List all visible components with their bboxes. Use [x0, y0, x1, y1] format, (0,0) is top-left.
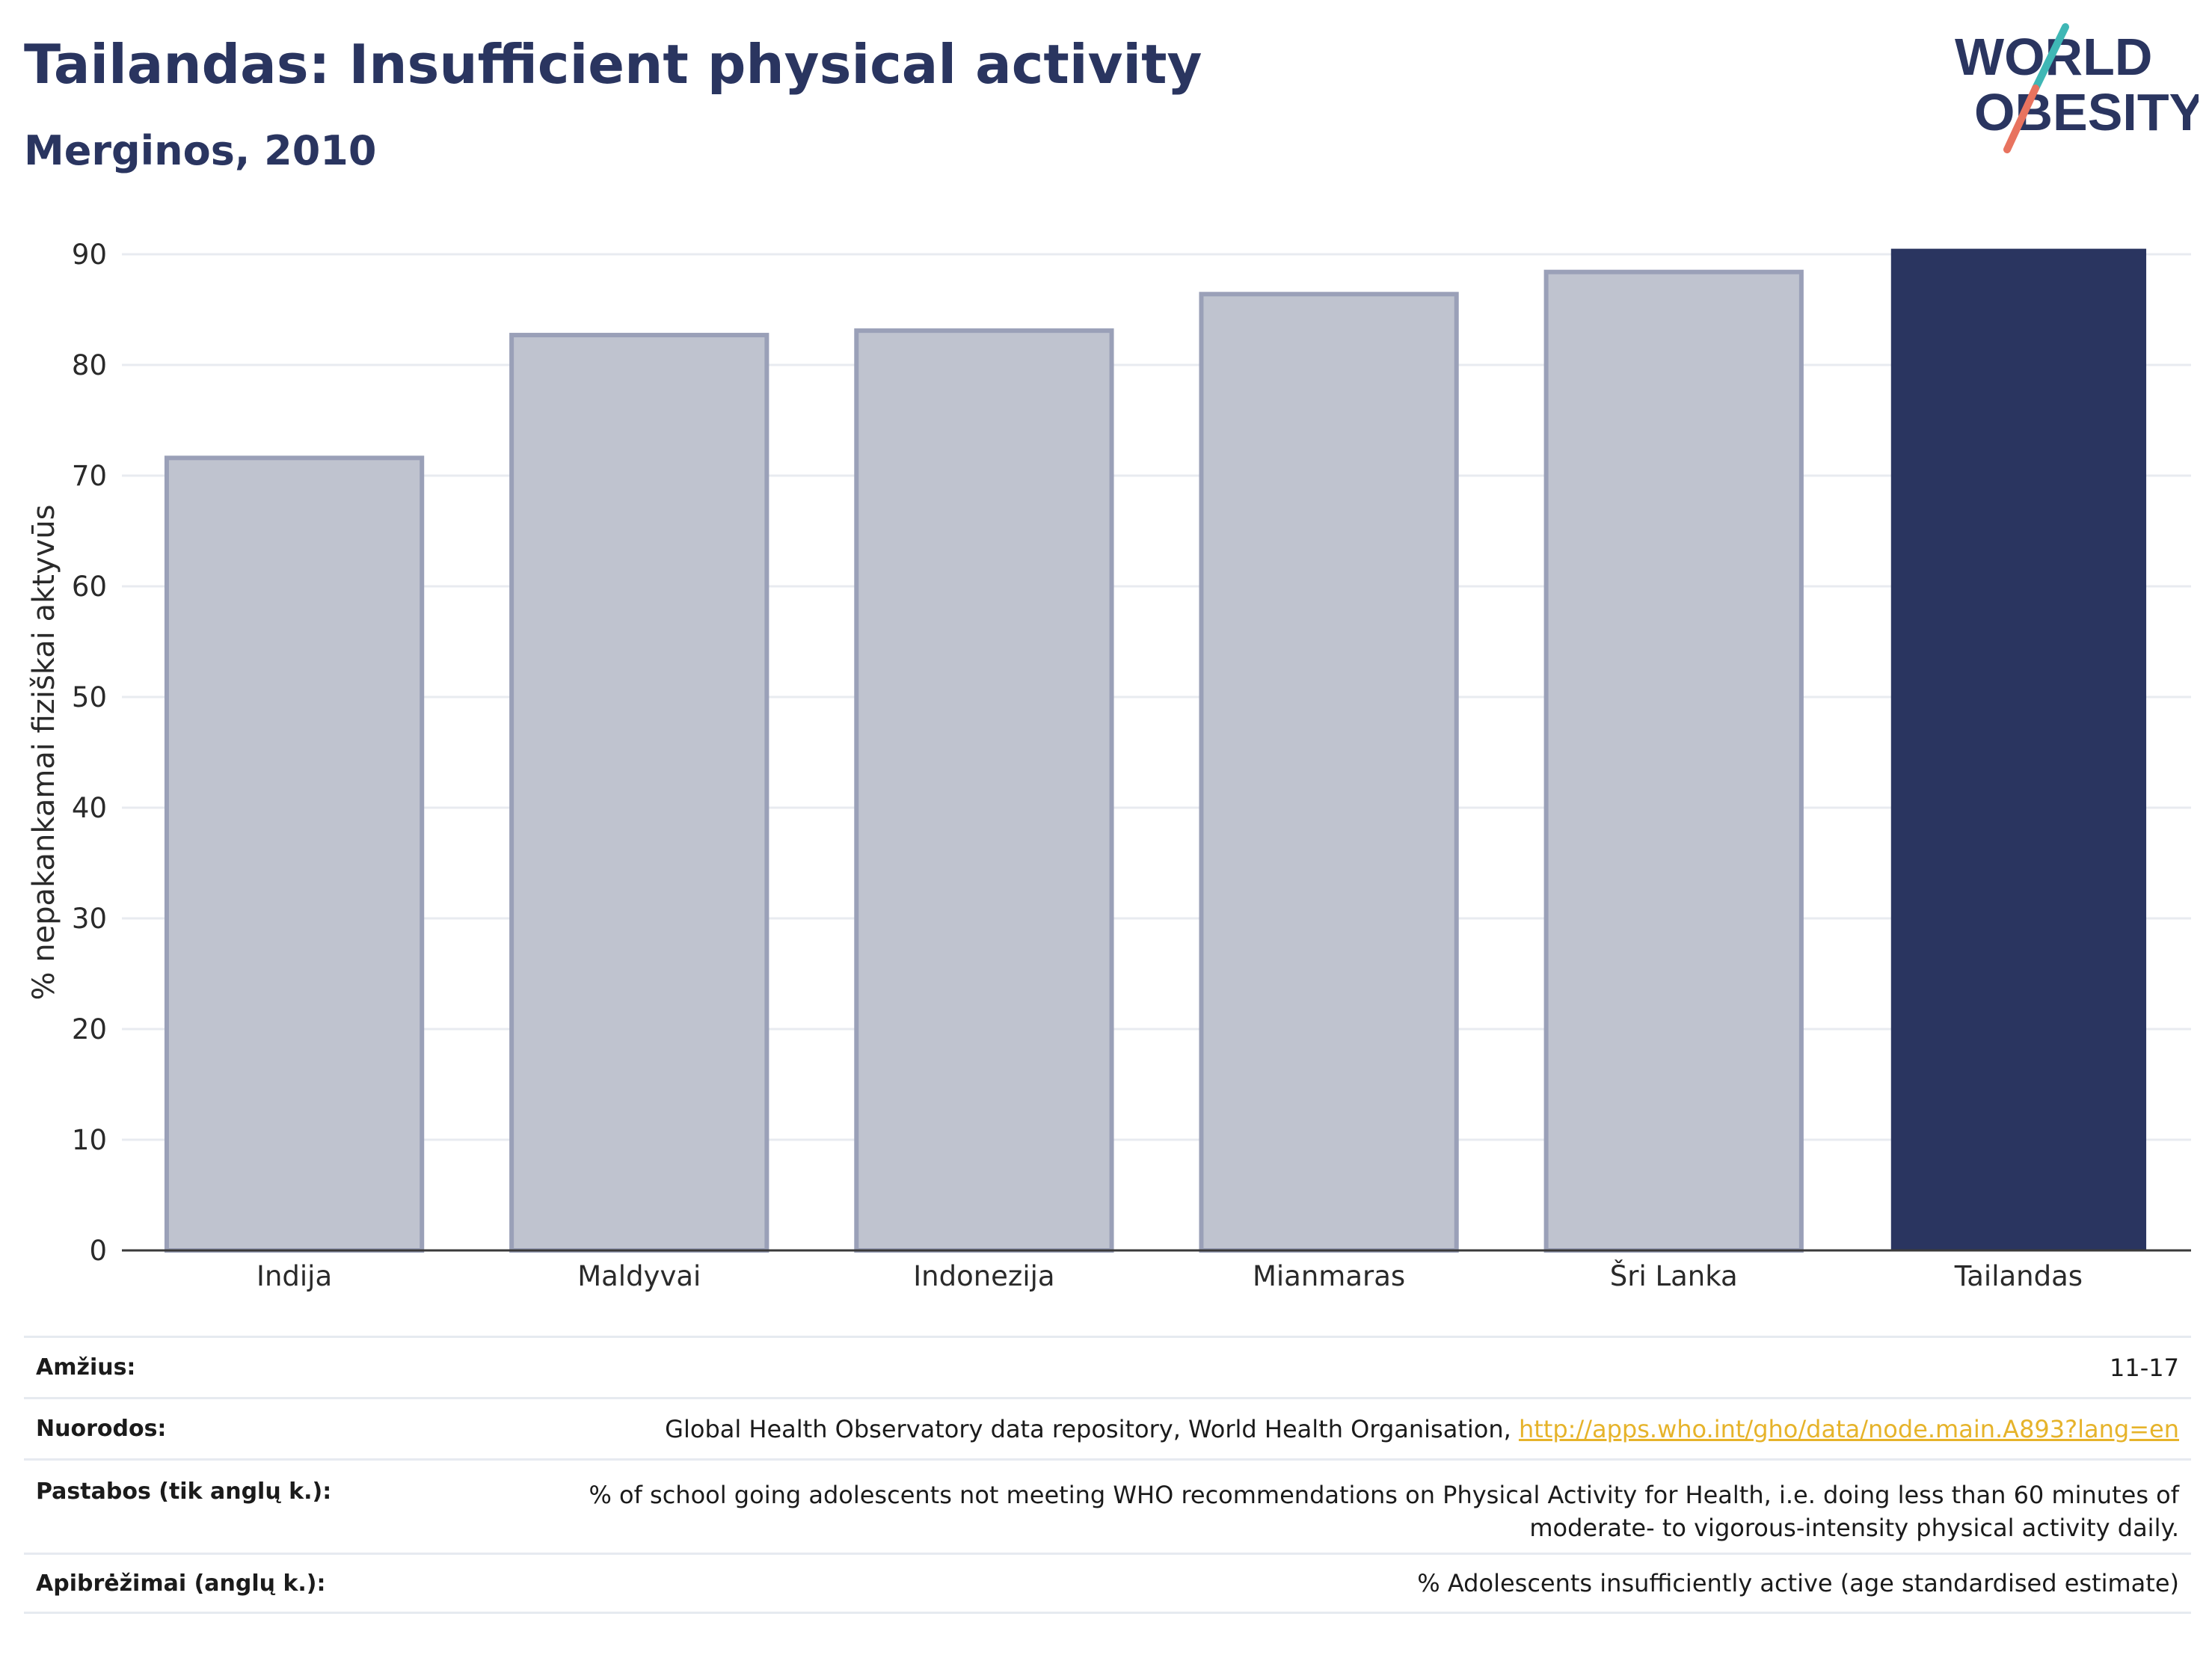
notes-line-1: % of school going adolescents not meetin…	[589, 1481, 2179, 1509]
bar	[1199, 292, 1459, 1253]
y-tick-label: 60	[72, 571, 107, 603]
reference-link[interactable]: http://apps.who.int/gho/data/node.main.A…	[1518, 1414, 2179, 1443]
notes-line-2: moderate- to vigorous-intensity physical…	[1529, 1514, 2179, 1542]
page-title: Tailandas: Insufficient physical activit…	[24, 33, 1202, 96]
y-tick-label: 0	[89, 1235, 107, 1267]
y-tick-label: 50	[72, 681, 107, 713]
info-row-definitions: Apibrėžimai (anglų k.): % Adolescents in…	[24, 1553, 2191, 1614]
y-axis-title: % nepakankamai fiziškai aktyvūs	[27, 504, 61, 1000]
x-tick-label: Indonezija	[913, 1260, 1054, 1292]
y-tick-label: 80	[72, 349, 107, 381]
info-label: Amžius:	[36, 1354, 136, 1381]
x-tick-label: Šri Lanka	[1610, 1259, 1738, 1292]
bar	[164, 455, 425, 1253]
logo-slash-top	[2032, 23, 2069, 92]
bar	[854, 328, 1114, 1253]
y-tick-label: 30	[72, 903, 107, 935]
info-row-notes: Pastabos (tik anglų k.): % of school goi…	[24, 1458, 2191, 1553]
x-tick-label: Mianmaras	[1253, 1260, 1405, 1292]
y-tick-label: 20	[72, 1013, 107, 1045]
info-row-references: Nuorodos: Global Health Observatory data…	[24, 1397, 2191, 1458]
reference-text: Global Health Observatory data repositor…	[665, 1414, 1519, 1443]
y-tick-label: 70	[72, 460, 107, 492]
info-value: Global Health Observatory data repositor…	[665, 1413, 2179, 1446]
info-value: % of school going adolescents not meetin…	[589, 1479, 2179, 1544]
bar-chart: 0 10 20 30 40 50 60 70 80 90 % nepakankamai fizišk…	[27, 239, 2191, 1292]
world-obesity-logo: WORLD OBESITY	[1955, 23, 2199, 153]
info-label: Apibrėžimai (anglų k.):	[36, 1570, 326, 1597]
y-tick-label: 40	[72, 792, 107, 824]
x-tick-label: Indija	[256, 1260, 332, 1292]
bar	[1890, 248, 2147, 1251]
info-label: Nuorodos:	[36, 1416, 167, 1442]
x-tick-label: Tailandas	[1954, 1260, 2083, 1292]
info-row-age: Amžius: 11-17	[24, 1336, 2191, 1397]
bar	[509, 333, 769, 1253]
bar	[1543, 269, 1804, 1253]
info-label: Pastabos (tik anglų k.):	[36, 1479, 332, 1505]
y-tick-label: 10	[72, 1124, 107, 1156]
x-tick-label: Maldyvai	[577, 1260, 701, 1292]
y-tick-label: 90	[72, 239, 107, 271]
logo-slash-bottom	[2003, 85, 2039, 153]
info-value: 11-17	[2110, 1353, 2179, 1382]
info-table: Amžius: 11-17 Nuorodos: Global Health Ob…	[24, 1336, 2191, 1614]
page-subtitle: Merginos, 2010	[24, 127, 377, 174]
info-value: % Adolescents insufficiently active (age…	[1417, 1569, 2179, 1597]
logo-line-2: OBESITY	[1974, 83, 2199, 141]
